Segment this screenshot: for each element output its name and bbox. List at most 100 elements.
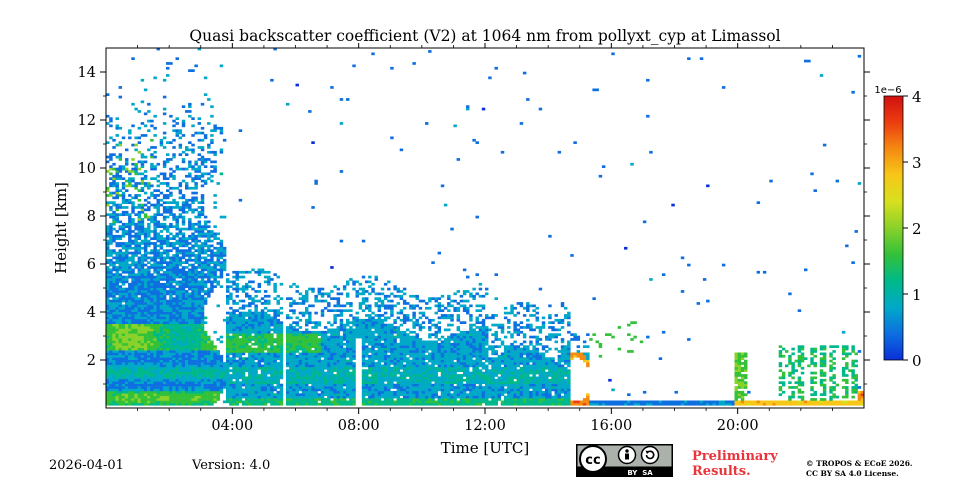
heatmap-cell — [194, 299, 198, 303]
heatmap-cell — [156, 261, 160, 264]
heatmap-cell — [371, 316, 375, 320]
heatmap-cell — [178, 374, 183, 377]
heatmap-cell — [172, 119, 176, 123]
heatmap-cell — [191, 222, 195, 226]
heatmap-cell — [235, 328, 239, 332]
heatmap-cell — [134, 302, 138, 305]
heatmap-cell — [207, 234, 211, 238]
heatmap-cell — [235, 402, 239, 406]
heatmap-cell — [191, 347, 195, 351]
heatmap-cell — [150, 124, 154, 128]
heatmap-cell — [109, 225, 113, 228]
heatmap-cell — [131, 400, 135, 404]
heatmap-cell — [368, 350, 372, 353]
heatmap-cell — [254, 402, 258, 406]
heatmap-cell — [267, 326, 271, 329]
heatmap-cell — [125, 213, 129, 216]
heatmap-cell — [219, 254, 224, 257]
heatmap-cell — [241, 369, 246, 372]
heatmap-cell — [279, 323, 284, 327]
heatmap-cell — [134, 386, 138, 389]
heatmap-cell — [380, 352, 385, 356]
heatmap-cell — [147, 206, 151, 209]
heatmap-cell — [207, 400, 211, 404]
heatmap-cell — [191, 232, 195, 236]
heatmap-cell — [137, 268, 142, 272]
heatmap-cell — [333, 321, 337, 324]
heatmap-cell — [188, 186, 192, 190]
heatmap-cell — [235, 374, 239, 377]
heatmap-cell — [346, 378, 350, 382]
heatmap-cell — [166, 352, 170, 356]
heatmap-cell — [311, 333, 315, 336]
heatmap-cell — [140, 203, 145, 207]
heatmap-cell — [308, 318, 312, 322]
heatmap-cell — [226, 388, 230, 392]
heatmap-cell — [156, 364, 160, 368]
heatmap-cell — [197, 131, 202, 135]
heatmap-cell — [172, 400, 176, 404]
heatmap-cell — [121, 234, 126, 238]
heatmap-cell — [178, 314, 183, 317]
heatmap-cell — [172, 323, 176, 327]
heatmap-cell — [169, 208, 173, 212]
heatmap-cell — [191, 246, 195, 250]
heatmap-cell — [156, 249, 160, 252]
heatmap-cell — [175, 400, 179, 404]
heatmap-cell — [235, 318, 239, 322]
heatmap-cell — [131, 261, 135, 264]
heatmap-cell — [169, 237, 173, 240]
heatmap-cell — [169, 388, 173, 392]
heatmap-cell — [305, 345, 309, 348]
heatmap-cell — [371, 388, 375, 392]
heatmap-cell — [226, 366, 230, 370]
heatmap-cell — [172, 309, 176, 312]
heatmap-cell — [115, 306, 119, 310]
heatmap-cell — [166, 194, 170, 197]
heatmap-cell — [137, 282, 142, 286]
heatmap-cell — [109, 242, 113, 245]
heatmap-cell — [289, 354, 293, 358]
heatmap-cell — [169, 273, 173, 276]
heatmap-cell — [207, 230, 211, 233]
heatmap-cell — [169, 194, 173, 197]
heatmap-cell — [263, 311, 268, 315]
heatmap-cell — [210, 347, 214, 351]
heatmap-cell — [314, 388, 318, 392]
heatmap-cell — [279, 311, 284, 315]
heatmap-cell — [191, 299, 195, 303]
heatmap-cell — [109, 335, 113, 339]
heatmap-cell — [210, 393, 214, 396]
heatmap-cell — [377, 400, 382, 404]
heatmap-cell — [115, 282, 119, 286]
heatmap-cell — [251, 393, 255, 396]
heatmap-cell — [346, 309, 350, 312]
heatmap-cell — [267, 381, 271, 384]
heatmap-cell — [147, 129, 151, 132]
heatmap-cell — [147, 383, 151, 387]
heatmap-cell — [172, 338, 176, 341]
heatmap-cell — [339, 328, 344, 332]
heatmap-cell — [194, 208, 198, 212]
heatmap-cell — [349, 352, 353, 356]
heatmap-cell — [153, 316, 157, 320]
heatmap-cell — [188, 306, 192, 310]
heatmap-cell — [150, 292, 154, 296]
heatmap-cell — [317, 299, 322, 303]
heatmap-cell — [181, 150, 186, 154]
heatmap-cell — [106, 395, 110, 399]
heatmap-cell — [352, 366, 356, 370]
heatmap-cell — [245, 311, 249, 315]
heatmap-cell — [342, 359, 347, 363]
heatmap-cell — [162, 350, 167, 353]
heatmap-cell — [115, 388, 119, 392]
heatmap-cell — [305, 354, 309, 358]
heatmap-cell — [330, 381, 334, 384]
heatmap-cell — [169, 242, 173, 245]
heatmap-cell — [374, 395, 378, 399]
heatmap-cell — [197, 352, 202, 356]
heatmap-cell — [380, 326, 385, 329]
heatmap-cell — [317, 359, 322, 363]
heatmap-cell — [169, 206, 173, 209]
heatmap-cell — [365, 304, 369, 308]
